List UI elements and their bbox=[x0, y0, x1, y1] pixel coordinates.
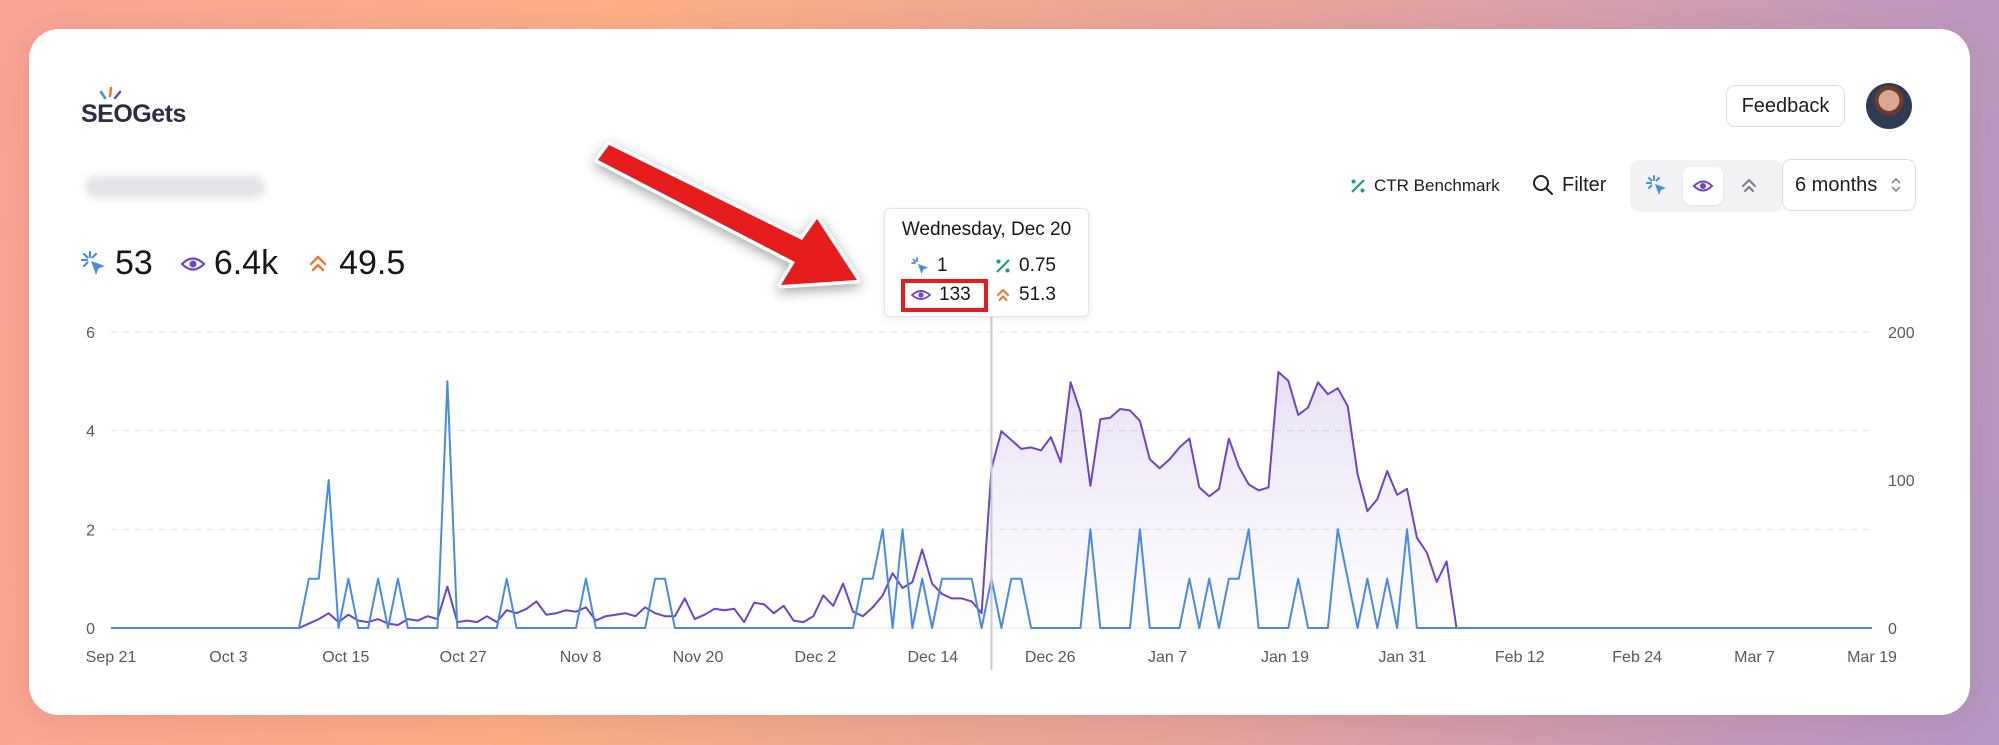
impressions-series-line bbox=[111, 371, 1872, 629]
x-axis-tick: Dec 26 bbox=[1025, 649, 1076, 666]
x-axis-tick: Oct 3 bbox=[209, 649, 247, 666]
x-axis-tick: Feb 12 bbox=[1495, 649, 1545, 666]
metric-toggle-group bbox=[1630, 160, 1783, 212]
logo-mark bbox=[99, 86, 122, 100]
position-icon bbox=[997, 289, 1009, 301]
impressions-icon bbox=[1692, 180, 1714, 192]
x-axis-tick: Oct 27 bbox=[440, 649, 487, 666]
tooltip-position: 51.3 bbox=[995, 284, 1056, 306]
x-axis-tick: Feb 24 bbox=[1612, 649, 1662, 666]
left-axis-tick: 2 bbox=[86, 522, 95, 539]
x-axis-tick: Jan 19 bbox=[1261, 649, 1309, 666]
impressions-icon bbox=[180, 256, 206, 271]
ctr-benchmark-toggle[interactable]: CTR Benchmark bbox=[1350, 172, 1500, 200]
stat-position: 49.5 bbox=[305, 244, 405, 283]
tooltip-ctr: 0.75 bbox=[995, 255, 1056, 277]
ctr-benchmark-label: CTR Benchmark bbox=[1374, 176, 1500, 195]
search-icon bbox=[1533, 175, 1553, 195]
x-axis-tick: Nov 8 bbox=[560, 649, 602, 666]
position-icon bbox=[309, 255, 327, 271]
site-name-redacted[interactable] bbox=[85, 176, 265, 198]
clicks-icon bbox=[911, 257, 928, 274]
left-axis-tick: 0 bbox=[86, 621, 95, 638]
period-label: 6 months bbox=[1795, 173, 1878, 196]
toggle-clicks[interactable] bbox=[1637, 167, 1677, 205]
ctr-icon bbox=[1351, 179, 1365, 193]
x-axis-tick: Jan 7 bbox=[1148, 649, 1187, 666]
clicks-value: 53 bbox=[115, 244, 153, 282]
logo-text: SEOGets bbox=[81, 100, 186, 128]
period-select[interactable]: 6 months bbox=[1782, 159, 1916, 211]
tooltip-position-value: 51.3 bbox=[1019, 284, 1056, 305]
avatar[interactable] bbox=[1866, 83, 1912, 129]
feedback-button[interactable]: Feedback bbox=[1726, 85, 1845, 127]
stat-clicks: 53 bbox=[81, 244, 153, 283]
ctr-icon bbox=[996, 259, 1010, 273]
position-value: 49.5 bbox=[339, 244, 406, 282]
tooltip-date: Wednesday, Dec 20 bbox=[901, 219, 1072, 240]
x-axis-tick: Oct 15 bbox=[322, 649, 369, 666]
impressions-value: 6.4k bbox=[213, 244, 279, 282]
tooltip-ctr-value: 0.75 bbox=[1019, 255, 1056, 276]
tooltip-clicks-value: 1 bbox=[937, 255, 948, 276]
highlight-box bbox=[901, 279, 988, 312]
x-axis-tick: Mar 19 bbox=[1847, 649, 1897, 666]
filter-label: Filter bbox=[1562, 173, 1607, 196]
impressions-icon bbox=[911, 290, 931, 300]
left-axis-tick: 6 bbox=[86, 325, 95, 342]
stat-impressions: 6.4k bbox=[180, 244, 278, 283]
right-axis-tick: 200 bbox=[1888, 325, 1915, 342]
filter-button[interactable]: Filter bbox=[1532, 170, 1606, 200]
clicks-series-line bbox=[111, 380, 1872, 629]
tooltip-clicks: 1 bbox=[911, 255, 948, 277]
x-axis-tick: Sep 21 bbox=[86, 649, 137, 666]
right-axis-tick: 0 bbox=[1888, 621, 1897, 638]
left-axis-tick: 4 bbox=[86, 424, 95, 441]
x-axis-tick: Jan 31 bbox=[1378, 649, 1426, 666]
stats-summary: 53 6.4k 49.5 bbox=[81, 244, 432, 283]
chevron-updown-icon bbox=[1891, 177, 1901, 193]
clicks-icon bbox=[1646, 175, 1666, 195]
right-axis-tick: 100 bbox=[1888, 473, 1915, 490]
position-icon bbox=[1742, 179, 1756, 192]
toggle-impressions[interactable] bbox=[1683, 167, 1723, 205]
tooltip-impressions-value: 133 bbox=[939, 284, 971, 305]
x-axis-tick: Mar 7 bbox=[1734, 649, 1775, 666]
tooltip-impressions: 133 bbox=[911, 284, 971, 306]
x-axis-tick: Dec 2 bbox=[795, 649, 837, 666]
x-axis-tick: Dec 14 bbox=[907, 649, 958, 666]
clicks-icon bbox=[81, 250, 105, 275]
toggle-position[interactable] bbox=[1729, 167, 1769, 205]
x-axis-tick: Nov 20 bbox=[673, 649, 724, 666]
